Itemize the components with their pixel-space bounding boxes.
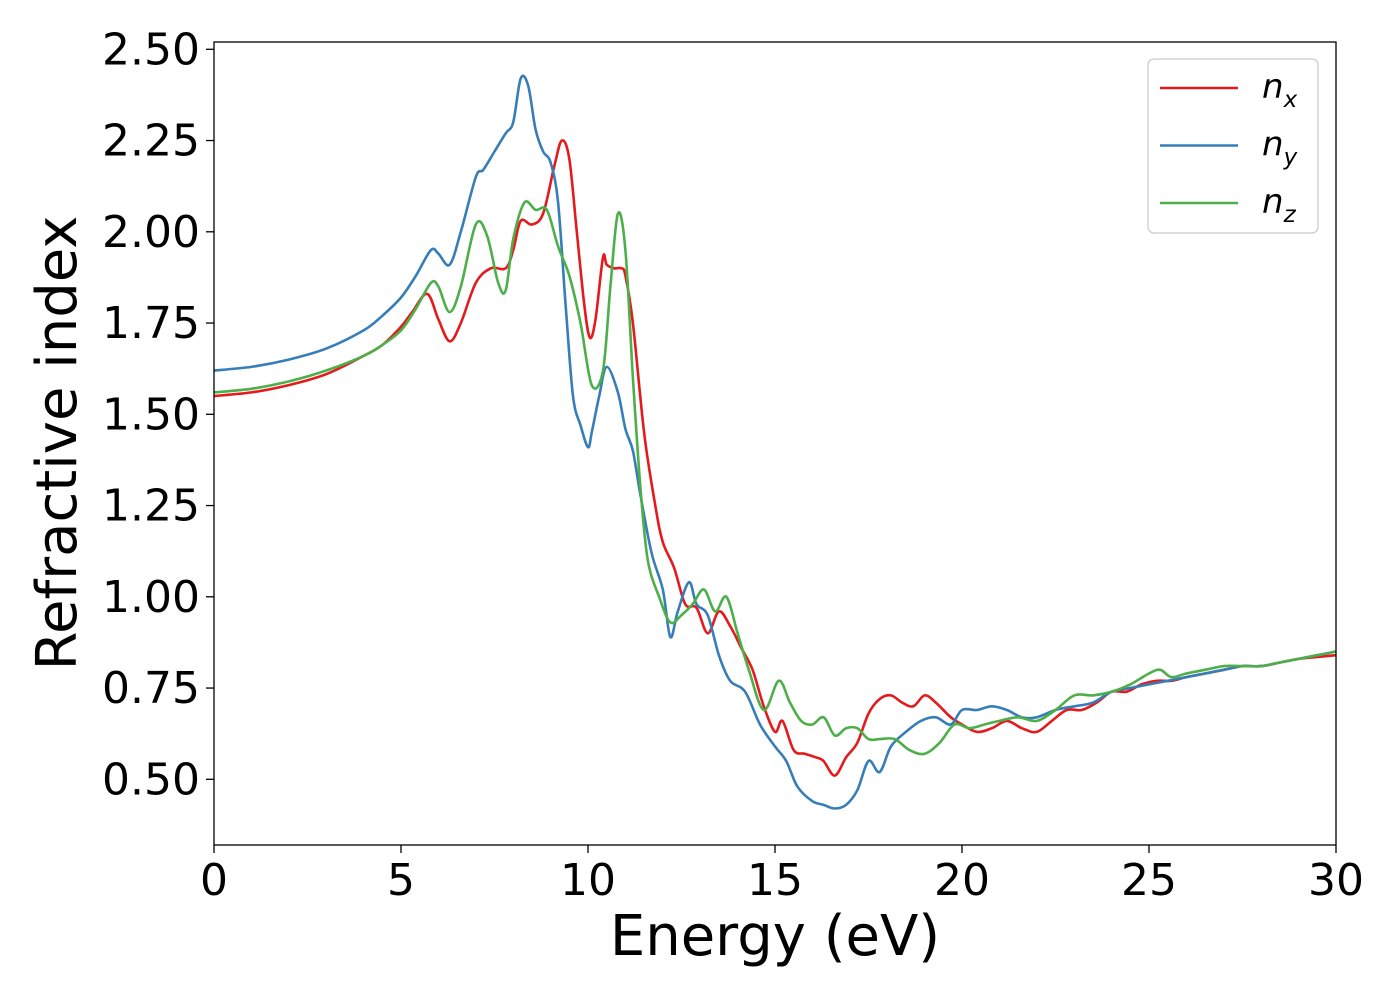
series-line-z [213, 200, 1337, 756]
legend-label-z: nz [1262, 182, 1297, 228]
y-tick-label: 0.75 [102, 663, 200, 714]
y-tick-label: 1.00 [102, 572, 200, 623]
y-tick-label: 2.50 [102, 24, 200, 75]
legend: nx ny nz [1147, 58, 1319, 234]
series-lines [213, 74, 1337, 810]
y-tick-label: 2.00 [102, 207, 200, 258]
series-line-y [213, 74, 1337, 810]
y-tick-label: 1.75 [102, 298, 200, 349]
y-tick-label: 1.50 [102, 389, 200, 440]
x-tick-label: 25 [1121, 855, 1177, 906]
y-tick-label: 2.25 [102, 116, 200, 167]
x-tick-label: 30 [1308, 855, 1364, 906]
x-tick-label: 20 [934, 855, 990, 906]
x-tick-label: 15 [747, 855, 803, 906]
x-tick-label: 5 [387, 855, 415, 906]
series-line-x [213, 139, 1337, 777]
x-tick-label: 0 [200, 855, 228, 906]
y-tick-label: 1.25 [102, 481, 200, 532]
x-tick-label: 10 [560, 855, 616, 906]
y-axis-label: Refractive index [25, 216, 90, 671]
x-axis-ticks: 0 5 10 15 20 25 30 [200, 845, 1364, 906]
legend-label-x: nx [1262, 67, 1298, 113]
legend-label-y: ny [1262, 125, 1298, 171]
y-tick-label: 0.50 [102, 754, 200, 805]
x-axis-label: Energy (eV) [610, 904, 940, 969]
y-axis-ticks: 0.50 0.75 1.00 1.25 1.50 1.75 2.00 2.25 2.50 [102, 24, 214, 805]
